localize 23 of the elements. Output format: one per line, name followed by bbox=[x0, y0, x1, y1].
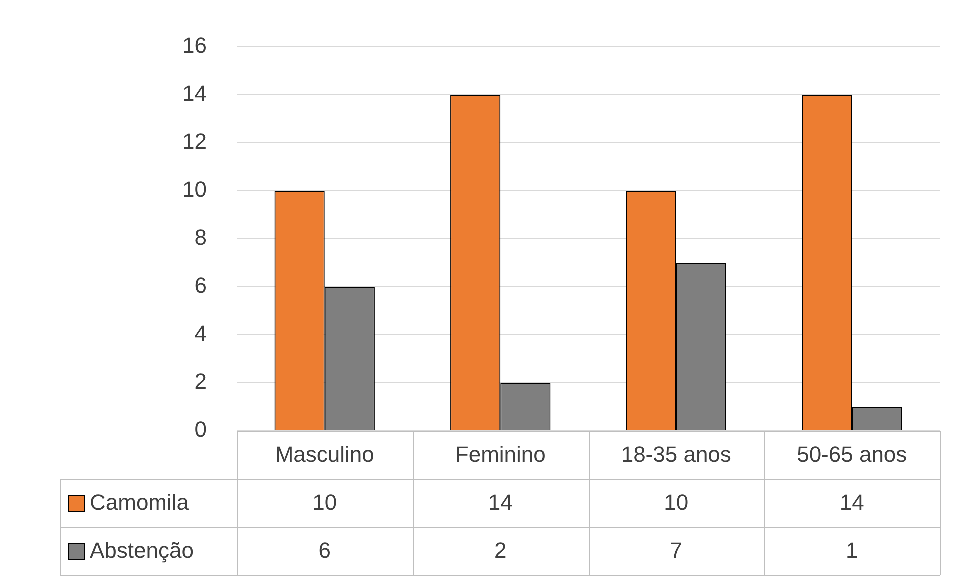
y-tick-label: 6 bbox=[194, 273, 207, 298]
y-tick-label: 10 bbox=[182, 177, 207, 202]
y-tick-label: 4 bbox=[194, 321, 207, 346]
data-label: 7 bbox=[670, 538, 682, 564]
data-label: 14 bbox=[840, 490, 864, 516]
legend-label: Abstenção bbox=[90, 538, 194, 564]
y-tick-label: 8 bbox=[194, 225, 207, 250]
legend-label: Camomila bbox=[90, 490, 190, 516]
y-tick-label: 2 bbox=[194, 369, 207, 394]
y-tick-label: 12 bbox=[182, 129, 207, 154]
data-label: 10 bbox=[312, 490, 338, 516]
data-label: 1 bbox=[846, 538, 858, 564]
y-tick-label: 14 bbox=[182, 81, 207, 106]
y-tick-label: 0 bbox=[194, 417, 207, 442]
data-label: 2 bbox=[494, 538, 507, 564]
data-label: 6 bbox=[318, 538, 331, 564]
data-label: 10 bbox=[664, 490, 689, 516]
x-tick-label: 18-35 anos bbox=[621, 442, 732, 468]
x-tick-label: 50-65 anos bbox=[797, 442, 908, 468]
x-tick-label: Masculino bbox=[275, 442, 374, 468]
y-tick-label: 16 bbox=[182, 33, 207, 58]
x-tick-label: Feminino bbox=[455, 442, 546, 468]
data-label: 14 bbox=[488, 490, 513, 516]
